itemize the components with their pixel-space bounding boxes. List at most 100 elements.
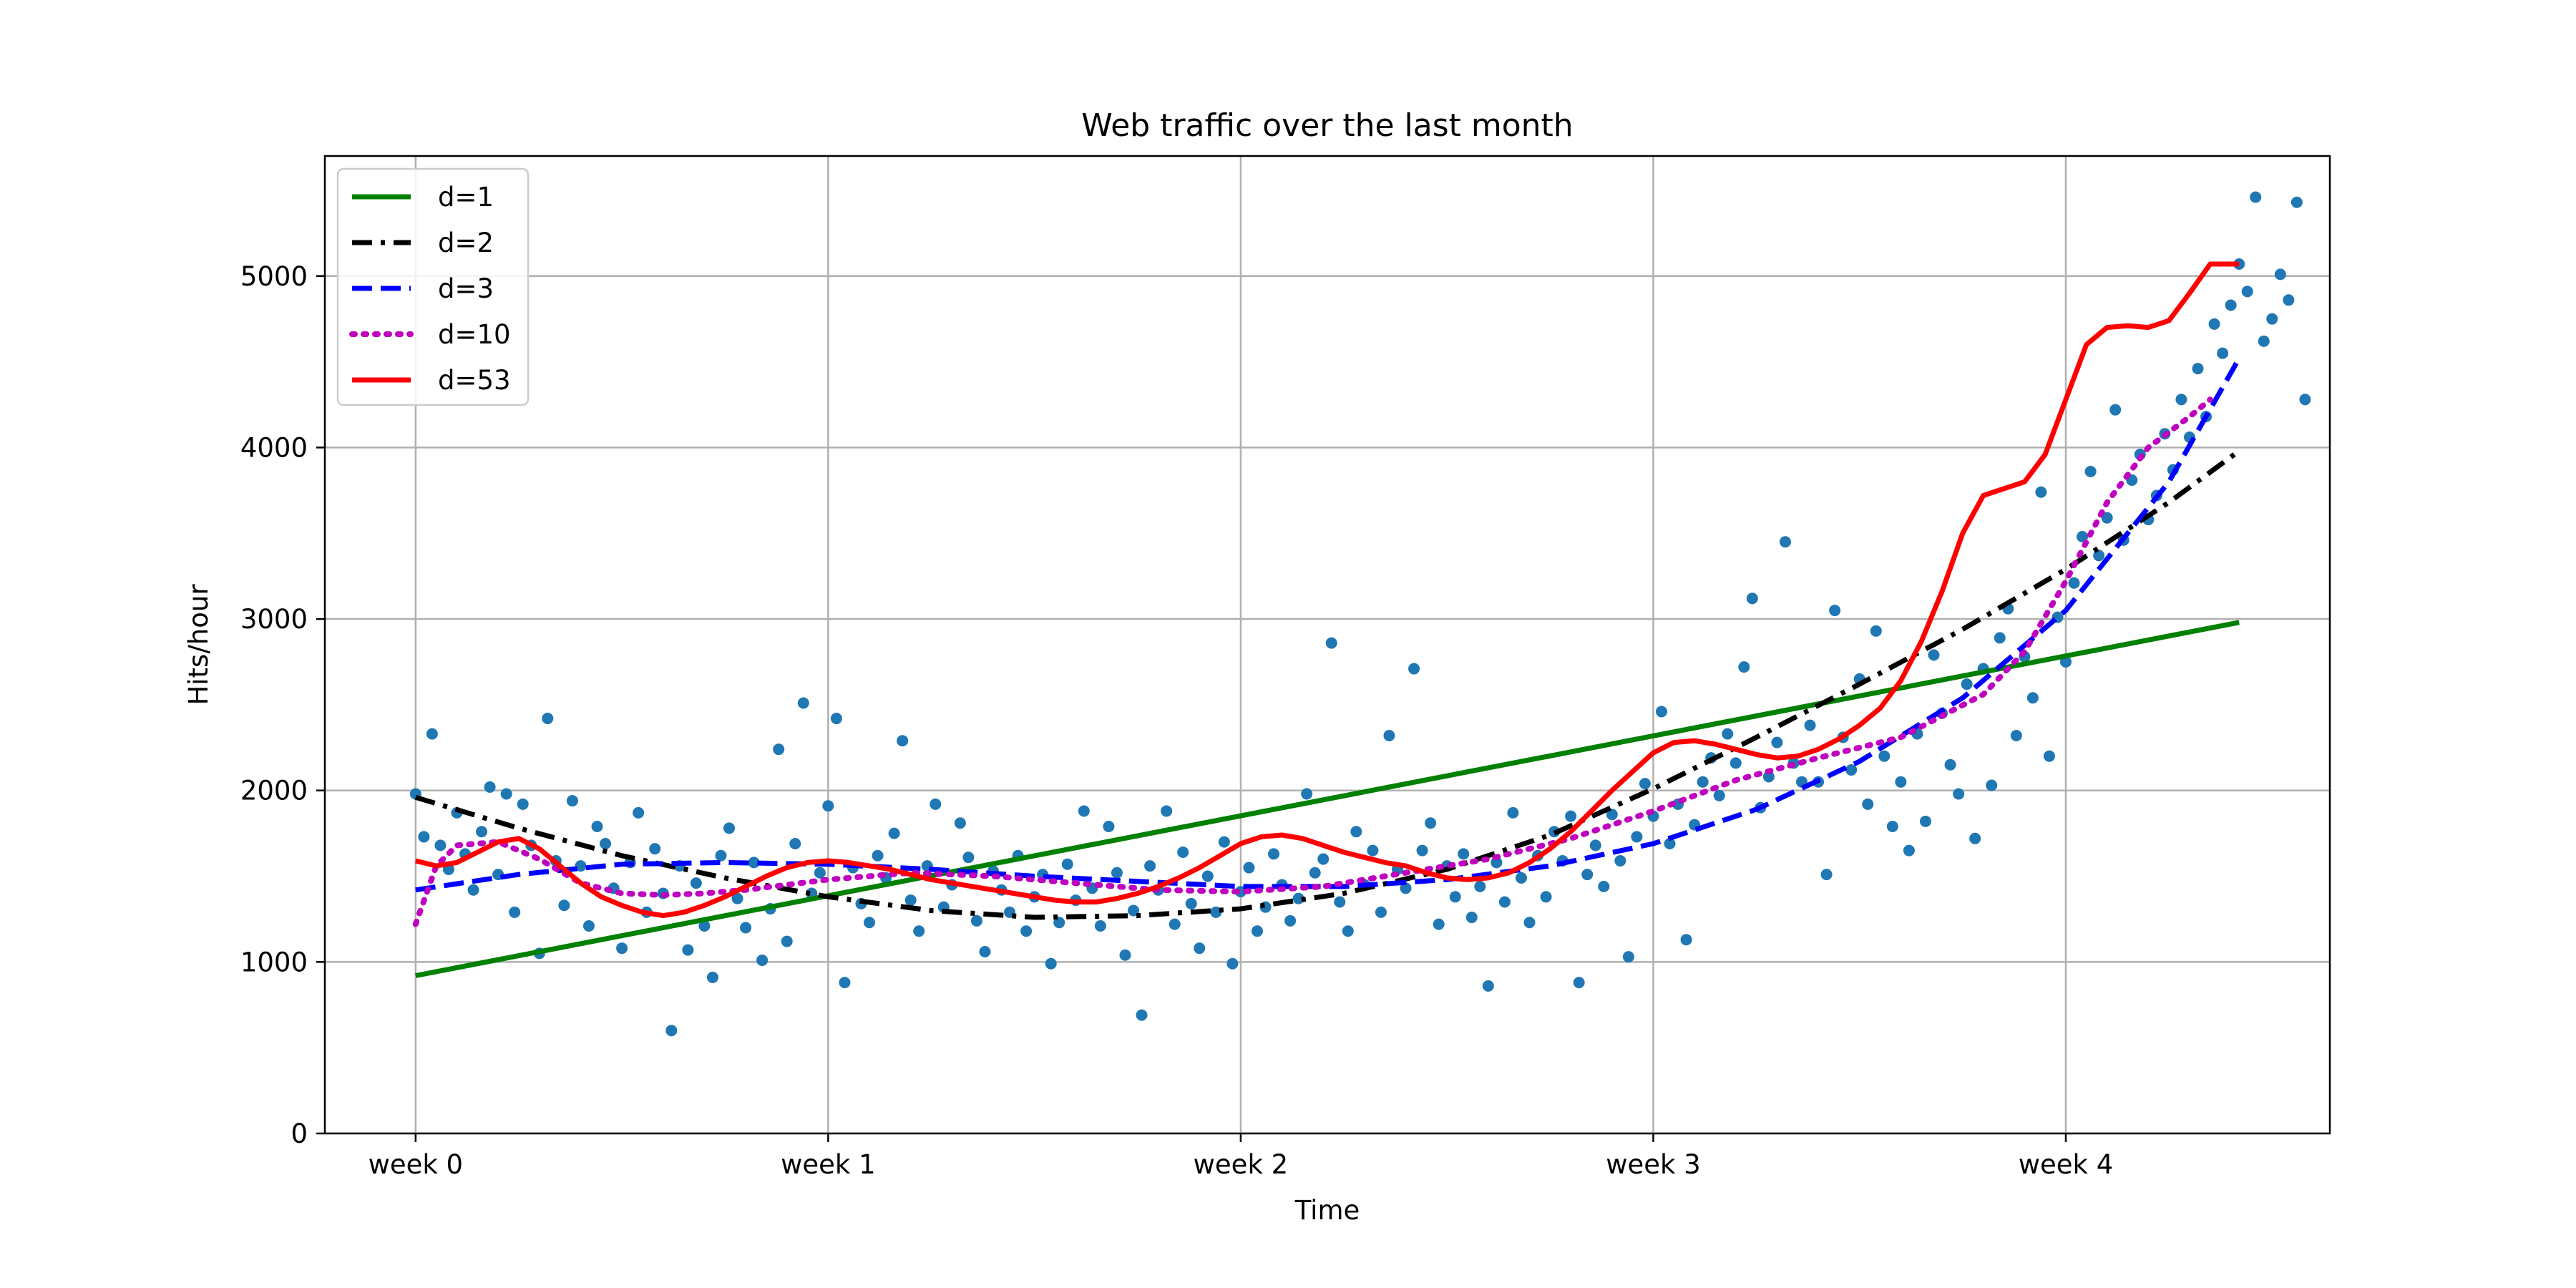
data-point-160	[1729, 757, 1742, 769]
x-tick-label-3: week 3	[1606, 1149, 1701, 1180]
data-point-129	[1474, 880, 1486, 892]
data-point-114	[1350, 826, 1362, 838]
data-point-34	[690, 877, 702, 889]
data-point-13	[517, 798, 529, 810]
data-point-93	[1177, 846, 1189, 858]
data-point-106	[1284, 914, 1297, 927]
data-point-116	[1367, 844, 1379, 857]
data-point-123	[1425, 817, 1437, 829]
legend-box	[336, 167, 530, 406]
data-point-124	[1433, 918, 1445, 930]
data-point-81	[1078, 805, 1090, 817]
legend-label-d=53: d=53	[438, 365, 511, 396]
data-point-20	[575, 860, 587, 872]
data-point-144	[1598, 880, 1610, 892]
data-point-55	[864, 917, 876, 929]
data-point-145	[1606, 809, 1618, 821]
series-line-d=10	[412, 396, 2213, 927]
data-point-135	[1523, 917, 1536, 929]
legend-label-d=2: d=2	[438, 228, 494, 258]
data-point-27	[633, 806, 645, 819]
data-point-96	[1201, 870, 1214, 882]
data-point-78	[1053, 917, 1065, 929]
data-point-219	[2217, 347, 2229, 359]
data-point-122	[1416, 844, 1428, 857]
fit-lines	[412, 261, 2242, 978]
data-point-118	[1383, 730, 1395, 742]
data-point-29	[649, 843, 661, 855]
data-point-179	[1886, 821, 1898, 833]
data-point-89	[1144, 860, 1156, 872]
data-point-69	[979, 945, 991, 957]
data-point-88	[1136, 1009, 1148, 1021]
x-ticks: week 0 week 1 week 2 week 3 week 4	[369, 1133, 2114, 1180]
data-point-68	[970, 914, 982, 927]
x-tick-label-0: week 0	[369, 1149, 464, 1180]
chart-title: Web traffic over the last month	[1081, 107, 1573, 144]
data-point-201	[2068, 577, 2080, 589]
y-tick-label-4: 4000	[240, 432, 308, 463]
data-point-22	[591, 821, 603, 833]
series-line-d=53	[414, 261, 2240, 919]
data-point-92	[1169, 918, 1181, 930]
data-point-84	[1103, 821, 1115, 833]
data-point-172	[1829, 605, 1841, 617]
data-point-205	[2101, 512, 2113, 524]
data-point-66	[954, 817, 966, 829]
data-point-143	[1589, 839, 1601, 852]
series-line-d=1	[415, 620, 2240, 978]
data-point-99	[1226, 957, 1239, 970]
data-point-156	[1697, 776, 1709, 788]
data-point-171	[1820, 869, 1833, 881]
data-point-158	[1713, 789, 1725, 801]
data-point-166	[1779, 536, 1791, 548]
data-point-77	[1045, 957, 1057, 970]
data-point-161	[1738, 661, 1750, 673]
data-point-21	[582, 920, 595, 932]
data-point-178	[1878, 750, 1890, 762]
data-point-85	[1111, 867, 1123, 879]
y-tick-label-5: 5000	[240, 261, 308, 292]
data-point-36	[706, 971, 718, 983]
data-point-164	[1762, 771, 1775, 783]
data-point-128	[1465, 912, 1478, 924]
data-point-63	[930, 798, 942, 810]
legend-label-d=10: d=10	[438, 319, 511, 350]
legend-label-d=3: d=3	[438, 273, 494, 304]
data-point-228	[2290, 196, 2303, 208]
data-point-134	[1515, 872, 1527, 884]
data-point-37	[715, 849, 727, 862]
data-point-2	[426, 728, 438, 740]
data-point-141	[1573, 977, 1585, 989]
data-point-9	[484, 781, 496, 793]
data-point-67	[962, 852, 975, 864]
data-point-229	[2299, 394, 2311, 406]
data-point-56	[872, 849, 884, 862]
y-tick-label-0: 0	[291, 1118, 308, 1149]
data-point-52	[839, 977, 851, 989]
data-point-97	[1210, 906, 1222, 918]
y-tick-label-2: 2000	[240, 776, 308, 806]
data-point-225	[2266, 313, 2278, 325]
data-point-196	[2026, 692, 2039, 704]
data-point-137	[1540, 891, 1552, 903]
data-point-149	[1639, 778, 1651, 790]
data-point-140	[1565, 810, 1577, 822]
data-point-12	[509, 906, 521, 918]
data-point-7	[467, 884, 479, 896]
data-point-3	[434, 839, 447, 852]
data-point-194	[2010, 730, 2022, 742]
legend-label-d=1: d=1	[438, 182, 494, 213]
data-point-91	[1161, 805, 1173, 817]
data-point-218	[2208, 318, 2220, 330]
data-point-147	[1622, 951, 1634, 963]
data-point-132	[1498, 896, 1511, 908]
data-point-117	[1375, 906, 1387, 918]
data-point-44	[773, 743, 785, 756]
data-point-112	[1334, 896, 1346, 908]
data-point-187	[1953, 788, 1965, 800]
data-point-121	[1408, 663, 1420, 675]
data-point-94	[1185, 897, 1197, 909]
data-point-113	[1342, 925, 1354, 937]
x-tick-label-4: week 4	[2019, 1149, 2114, 1180]
